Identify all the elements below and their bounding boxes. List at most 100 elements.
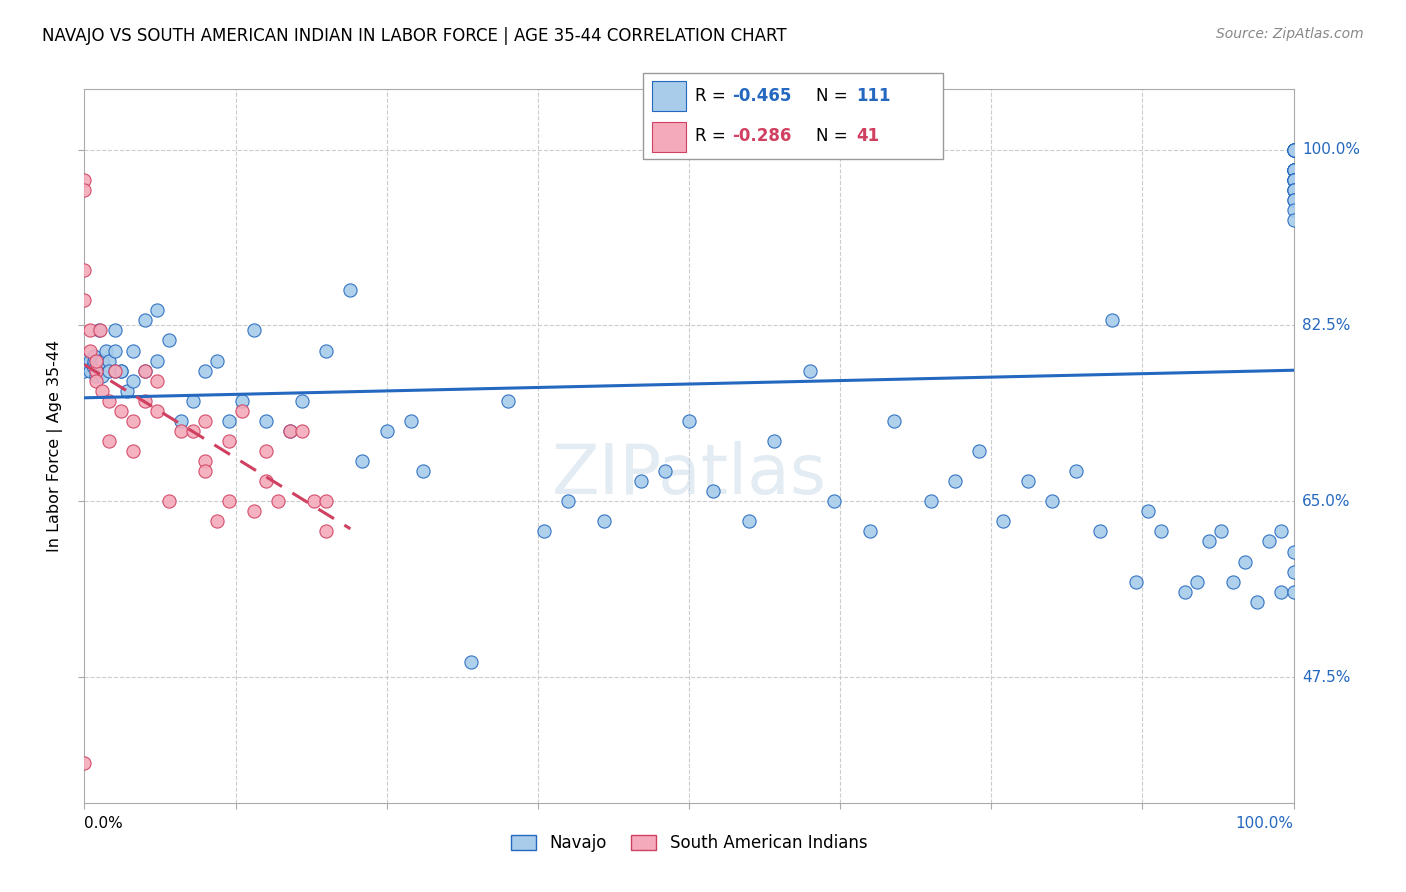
Point [291,424,314,438]
Point [181,424,204,438]
Point [207,515,229,529]
Point [1282,172,1305,186]
Point [83,353,105,368]
Point [89,323,111,337]
Point [73,172,96,186]
Point [1282,212,1305,227]
Text: NAVAJO VS SOUTH AMERICAN INDIAN IN LABOR FORCE | AGE 35-44 CORRELATION CHART: NAVAJO VS SOUTH AMERICAN INDIAN IN LABOR… [42,27,787,45]
Point [218,414,240,428]
Point [121,414,143,428]
Point [146,303,169,318]
Point [86,363,108,377]
Point [799,363,821,377]
Point [218,494,240,508]
Point [1282,193,1305,207]
Point [1234,555,1257,569]
Point [1040,494,1063,508]
Point [920,494,942,508]
Point [967,444,990,458]
Point [1246,595,1268,609]
Point [678,414,700,428]
Text: ZIPatlas: ZIPatlas [551,441,827,508]
Point [110,404,132,418]
Point [181,393,204,408]
Point [79,343,101,358]
Point [557,494,579,508]
Bar [652,81,686,111]
Point [1282,584,1305,599]
Point [73,359,96,373]
Point [1282,202,1305,217]
Point [231,404,253,418]
Point [104,343,127,358]
Text: 0.0%: 0.0% [84,816,124,831]
Point [1282,143,1305,157]
Point [79,323,101,337]
Point [134,393,156,408]
Point [86,363,108,377]
Point [79,363,101,377]
Point [291,393,314,408]
Point [97,393,120,408]
Point [170,414,193,428]
Point [121,343,143,358]
Text: R =: R = [696,87,731,105]
Point [1282,162,1305,177]
Point [194,414,217,428]
Point [859,524,882,539]
Point [278,424,301,438]
Point [146,404,169,418]
Point [134,363,156,377]
Point [1282,193,1305,207]
Point [1282,162,1305,177]
Point [254,414,277,428]
Point [73,756,96,770]
Point [1282,143,1305,157]
Point [97,363,120,377]
Text: 47.5%: 47.5% [1302,670,1350,685]
Point [412,464,434,478]
Point [654,464,676,478]
Point [1270,524,1292,539]
Point [315,343,337,358]
Point [254,444,277,458]
Point [1270,584,1292,599]
Point [1282,183,1305,197]
Point [1137,504,1160,518]
Point [1282,143,1305,157]
Point [1282,544,1305,558]
Point [89,353,111,368]
Point [1209,524,1232,539]
Point [115,384,138,398]
Point [1222,574,1244,589]
Point [1017,474,1039,488]
Point [630,474,652,488]
Point [278,424,301,438]
Point [242,323,264,337]
Point [1282,143,1305,157]
Point [315,524,337,539]
Point [86,353,108,368]
Point [352,454,374,468]
Point [1282,172,1305,186]
Point [83,349,105,363]
Point [86,374,108,388]
Point [194,454,217,468]
Point [1282,143,1305,157]
Point [86,359,108,373]
Point [121,444,143,458]
Text: 100.0%: 100.0% [1302,142,1360,157]
Point [194,363,217,377]
Point [302,494,325,508]
Point [254,474,277,488]
Point [1282,162,1305,177]
Text: -0.286: -0.286 [733,128,792,145]
Text: 82.5%: 82.5% [1302,318,1350,333]
Point [242,504,264,518]
Point [702,484,724,499]
Text: 111: 111 [856,87,891,105]
Point [762,434,785,448]
Point [883,414,905,428]
Point [943,474,966,488]
Point [267,494,290,508]
